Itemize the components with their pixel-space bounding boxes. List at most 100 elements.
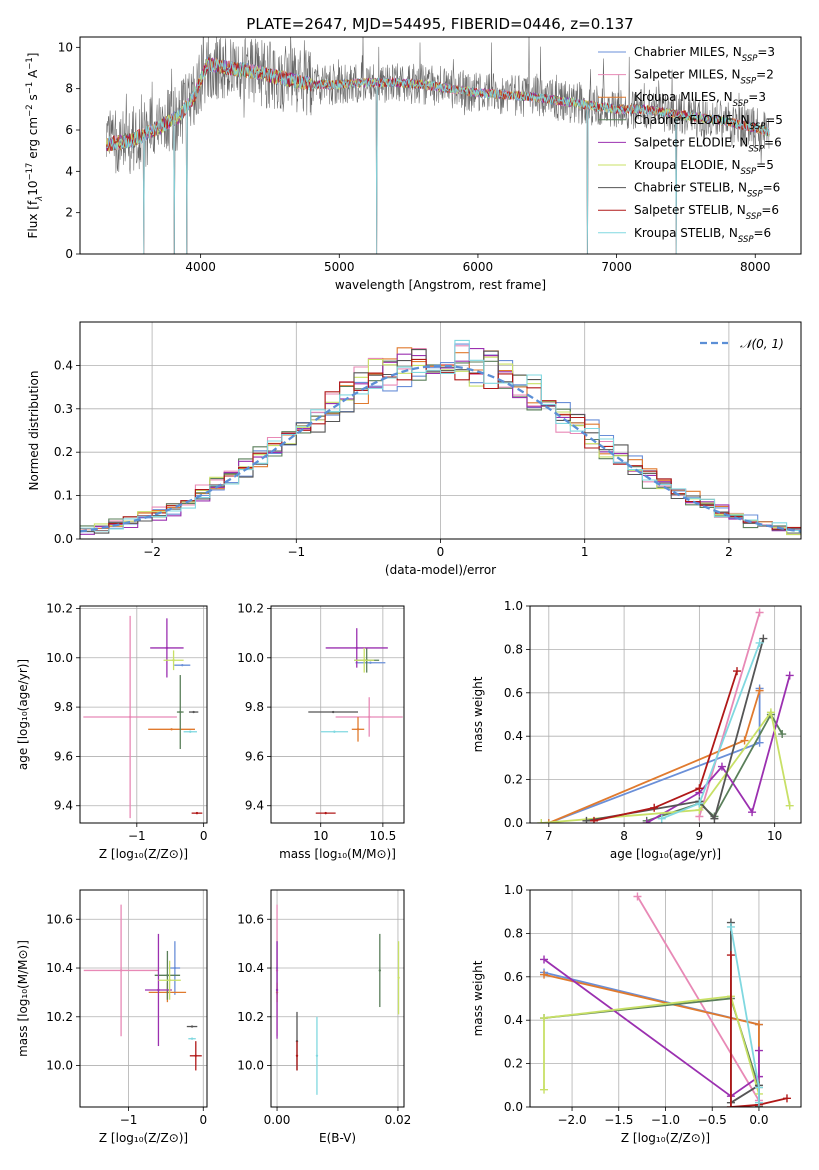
x-tick-label: 0.02 — [385, 1113, 412, 1127]
weight-marker — [650, 803, 659, 812]
y-tick-label: 10 — [58, 40, 73, 54]
legend-label: Kroupa STELIB, NSSP=6 — [634, 226, 771, 245]
y-tick-label: 0.0 — [504, 1100, 523, 1114]
weight-marker — [540, 955, 549, 964]
x-tick-label: 6000 — [463, 260, 494, 274]
weight-marker — [540, 970, 549, 979]
x-axis-label: mass [log₁₀(M/M⊙)] — [279, 847, 396, 861]
weight-marker — [785, 671, 794, 680]
data-point — [333, 730, 336, 733]
y-tick-label: 0.1 — [54, 489, 73, 503]
legend-label: Salpeter MILES, NSSP=2 — [634, 68, 774, 87]
y-tick-label: 10.2 — [237, 1010, 264, 1024]
x-tick-label: −2.0 — [557, 1113, 586, 1127]
data-point — [181, 663, 184, 667]
data-point — [179, 710, 182, 714]
weight-marker — [733, 667, 742, 676]
y-tick-label: 9.8 — [54, 700, 73, 714]
plot-frame — [79, 36, 802, 255]
y-tick-label: 9.6 — [245, 749, 264, 763]
x-axis-label: age [log₁₀(age/yr)] — [610, 847, 721, 861]
x-tick-label: 0.00 — [264, 1113, 291, 1127]
y-tick-label: 0.0 — [54, 532, 73, 546]
y-tick-label: 10.6 — [46, 912, 73, 926]
weight-marker — [633, 892, 642, 901]
y-tick-label: 0.4 — [504, 1013, 523, 1027]
x-axis-label: Z [log₁₀(Z/Z⊙)] — [99, 847, 188, 861]
x-tick-label: −1 — [287, 545, 305, 559]
weight-marker — [726, 922, 735, 931]
plot-frame — [79, 605, 208, 824]
weight-marker — [726, 951, 735, 960]
data-point — [295, 1054, 299, 1057]
data-point — [168, 979, 171, 982]
weight-marker — [582, 816, 591, 823]
y-tick-label: 8 — [65, 82, 73, 96]
data-point — [356, 728, 360, 731]
y-tick-label: 10.2 — [46, 1010, 73, 1024]
weight-series-line — [543, 958, 760, 1098]
data-point — [363, 659, 366, 662]
x-tick-label: 8000 — [740, 260, 771, 274]
weight-marker — [695, 784, 704, 793]
x-axis-label: wavelength [Angstrom, rest frame] — [335, 278, 546, 292]
x-axis-label: E(B-V) — [319, 1131, 356, 1145]
x-tick-label: 5000 — [324, 260, 355, 274]
legend-label: Chabrier ELODIE, NSSP=5 — [634, 113, 783, 132]
weight-marker — [726, 1103, 735, 1107]
weight-marker — [755, 608, 764, 617]
y-tick-label: 0.6 — [504, 970, 523, 984]
y-tick-label: 9.6 — [54, 749, 73, 763]
weight-marker — [740, 736, 749, 745]
x-axis-label: (data-model)/error — [385, 563, 496, 577]
x-tick-label: 9 — [696, 829, 704, 843]
x-tick-label: 2 — [725, 545, 733, 559]
data-point — [355, 646, 358, 650]
weight-marker — [657, 814, 666, 823]
data-point — [192, 710, 195, 714]
plot-frame — [79, 889, 208, 1108]
data-point — [165, 646, 169, 650]
legend-label: Salpeter ELODIE, NSSP=6 — [634, 135, 782, 154]
legend-label: Salpeter STELIB, NSSP=6 — [634, 203, 779, 222]
x-tick-label: 0 — [200, 829, 208, 843]
residual-histogram-panel: −2 −1 0 1 2 0.0 0.1 0.2 0.3 0.4 (data-model)/error… — [27, 321, 802, 577]
histograms — [80, 339, 801, 536]
data-point — [190, 1025, 194, 1028]
y-axis-label: mass [log₁₀(M/M⊙)] — [16, 940, 30, 1057]
y-tick-label: 0.6 — [504, 686, 523, 700]
data-point — [190, 1037, 194, 1040]
y-tick-label: 0.0 — [504, 816, 523, 830]
y-tick-label: 1.0 — [504, 883, 523, 897]
weight-marker — [754, 1083, 763, 1092]
y-tick-label: 9.4 — [245, 799, 264, 813]
y-tick-label: 10.0 — [237, 651, 264, 665]
data-point — [378, 969, 382, 972]
y-tick-label: 10.0 — [237, 1059, 264, 1073]
plot-frame — [270, 889, 405, 1108]
plot-frame — [529, 605, 802, 824]
spectrum-series-line — [106, 57, 770, 254]
y-axis-label: mass weight — [471, 676, 485, 752]
y-axis-label: mass weight — [471, 960, 485, 1036]
x-tick-label: 10 — [313, 829, 328, 843]
weight-series-line — [698, 612, 761, 817]
histogram-series — [80, 339, 801, 532]
y-tick-label: 10.4 — [46, 961, 73, 975]
error-bars — [83, 904, 202, 1071]
y-tick-label: 0.4 — [54, 358, 73, 372]
weight-series-line — [548, 690, 761, 823]
y-tick-label: 10.2 — [46, 601, 73, 615]
y-axis-label: Normed distribution — [27, 371, 41, 491]
weight-vs-age-panel: 7 8 9 10 0.0 0.2 0.4 0.6 0.8 1.0 age [log₁₀(age/yr… — [471, 599, 802, 861]
weight-series-line — [543, 995, 760, 1095]
weight-marker — [766, 708, 775, 717]
weight-series-line — [593, 670, 738, 822]
y-tick-label: 10.6 — [237, 912, 264, 926]
x-axis-label: Z [log₁₀(Z/Z⊙)] — [99, 1131, 188, 1145]
weight-marker — [785, 801, 794, 810]
y-tick-label: 0.2 — [504, 773, 523, 787]
data-point — [369, 661, 372, 664]
y-tick-label: 10.0 — [46, 651, 73, 665]
weight-lines — [537, 608, 794, 823]
